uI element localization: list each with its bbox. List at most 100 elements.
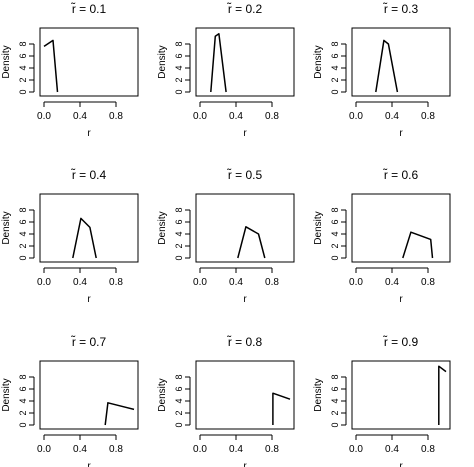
x-tick-label: 0.0 — [37, 111, 51, 122]
x-tick-label: 0.4 — [73, 111, 87, 122]
x-axis-label: r — [399, 461, 403, 467]
density-line — [402, 231, 434, 259]
x-tick-label: 0.4 — [73, 444, 87, 455]
x-tick-label: 0.0 — [193, 111, 207, 122]
density-panel: r̃ = 0.6 0.0 0.4 0.8 0 2 4 6 8 r Density — [313, 167, 451, 305]
y-tick-label: 4 — [330, 231, 340, 236]
plot-frame — [351, 27, 451, 97]
x-tick-label: 0.8 — [265, 111, 279, 122]
y-tick-label: 2 — [174, 77, 184, 82]
x-tick-label: 0.8 — [265, 444, 279, 455]
density-panel: r̃ = 0.2 0.0 0.4 0.8 0 2 4 6 8 r Density — [157, 1, 295, 139]
panel-title: r̃ = 0.3 — [382, 1, 418, 16]
density-line — [272, 392, 291, 425]
y-tick-label: 4 — [18, 398, 28, 403]
y-tick-label: 4 — [174, 65, 184, 70]
y-axis-label: Density — [313, 211, 324, 244]
density-panel: r̃ = 0.4 0.0 0.4 0.8 0 2 4 6 8 r Density — [1, 167, 139, 305]
x-axis-label: r — [243, 461, 247, 467]
x-axis-label: r — [87, 461, 91, 467]
y-tick-label: 2 — [174, 243, 184, 248]
x-tick-label: 0.4 — [385, 444, 399, 455]
x-tick-label: 0.0 — [193, 277, 207, 288]
plot-frame — [195, 360, 295, 430]
x-tick-label: 0.0 — [37, 444, 51, 455]
y-axis-label: Density — [1, 211, 12, 244]
y-tick-label: 6 — [174, 386, 184, 391]
panel-title: r̃ = 0.1 — [70, 1, 106, 16]
x-axis-label: r — [243, 294, 247, 305]
x-tick-label: 0.4 — [229, 111, 243, 122]
y-tick-label: 8 — [330, 41, 340, 46]
x-axis-label: r — [399, 128, 403, 139]
y-tick-label: 2 — [18, 77, 28, 82]
density-line — [237, 226, 266, 259]
x-tick-label: 0.0 — [37, 277, 51, 288]
y-tick-label: 8 — [174, 207, 184, 212]
y-tick-label: 4 — [174, 231, 184, 236]
density-line — [43, 39, 59, 93]
y-tick-label: 0 — [18, 89, 28, 94]
y-tick-label: 6 — [330, 53, 340, 58]
density-panel: r̃ = 0.8 0.0 0.4 0.8 0 2 4 6 8 r Density — [157, 334, 295, 467]
x-tick-label: 0.8 — [109, 277, 123, 288]
y-tick-label: 8 — [174, 374, 184, 379]
y-tick-label: 4 — [174, 398, 184, 403]
x-tick-label: 0.0 — [349, 444, 363, 455]
density-line — [210, 33, 227, 93]
y-tick-label: 6 — [18, 219, 28, 224]
density-panel: r̃ = 0.5 0.0 0.4 0.8 0 2 4 6 8 r Density — [157, 167, 295, 305]
plot-frame — [39, 27, 139, 97]
y-tick-label: 0 — [18, 255, 28, 260]
panel-title: r̃ = 0.4 — [70, 167, 106, 182]
y-tick-label: 2 — [330, 410, 340, 415]
panel-title: r̃ = 0.6 — [382, 167, 418, 182]
y-tick-label: 6 — [330, 219, 340, 224]
y-axis-label: Density — [157, 45, 168, 78]
plot-frame — [195, 193, 295, 263]
plot-frame — [39, 193, 139, 263]
y-axis-label: Density — [313, 45, 324, 78]
x-axis-label: r — [87, 294, 91, 305]
y-tick-label: 8 — [18, 374, 28, 379]
y-axis-label: Density — [157, 211, 168, 244]
plot-frame — [195, 27, 295, 97]
x-tick-label: 0.8 — [421, 277, 435, 288]
plot-frame — [351, 360, 451, 430]
y-tick-label: 0 — [330, 89, 340, 94]
x-tick-label: 0.4 — [229, 444, 243, 455]
x-axis-label: r — [399, 294, 403, 305]
panel-title: r̃ = 0.5 — [226, 167, 262, 182]
y-tick-label: 2 — [174, 410, 184, 415]
panel-title: r̃ = 0.7 — [70, 334, 106, 349]
y-tick-label: 0 — [330, 422, 340, 427]
y-tick-label: 8 — [330, 374, 340, 379]
x-tick-label: 0.0 — [193, 444, 207, 455]
y-tick-label: 2 — [18, 410, 28, 415]
x-axis-label: r — [243, 128, 247, 139]
density-line — [104, 402, 135, 426]
x-tick-label: 0.8 — [265, 277, 279, 288]
x-tick-label: 0.4 — [229, 277, 243, 288]
panel-title: r̃ = 0.8 — [226, 334, 262, 349]
y-tick-label: 0 — [174, 255, 184, 260]
x-tick-label: 0.8 — [109, 111, 123, 122]
plot-frame — [39, 360, 139, 430]
density-panel: r̃ = 0.9 0.0 0.4 0.8 0 2 4 6 8 r Density — [313, 334, 451, 467]
y-tick-label: 8 — [330, 207, 340, 212]
y-tick-label: 2 — [330, 77, 340, 82]
y-tick-label: 6 — [18, 386, 28, 391]
density-line — [438, 365, 447, 425]
density-panel: r̃ = 0.7 0.0 0.4 0.8 0 2 4 6 8 r Density — [1, 334, 139, 467]
y-tick-label: 6 — [174, 53, 184, 58]
y-tick-label: 0 — [174, 422, 184, 427]
y-tick-label: 8 — [18, 207, 28, 212]
y-tick-label: 8 — [174, 41, 184, 46]
x-tick-label: 0.4 — [73, 277, 87, 288]
y-tick-label: 0 — [330, 255, 340, 260]
y-tick-label: 6 — [330, 386, 340, 391]
x-tick-label: 0.0 — [349, 111, 363, 122]
y-tick-label: 4 — [330, 65, 340, 70]
y-axis-label: Density — [1, 45, 12, 78]
